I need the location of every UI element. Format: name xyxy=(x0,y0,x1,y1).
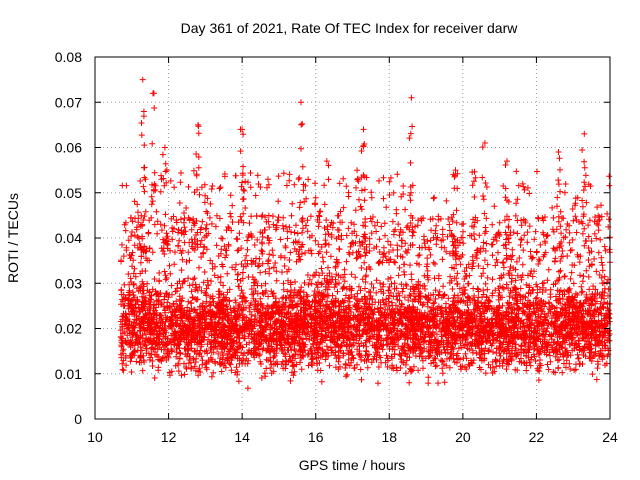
axis-ticks xyxy=(94,56,611,420)
y-tick-label: 0.03 xyxy=(55,275,82,291)
x-tick-label: 18 xyxy=(381,429,397,445)
x-tick-labels: 10 12 14 16 18 20 22 24 xyxy=(87,429,618,445)
y-tick-label: 0.01 xyxy=(55,366,82,382)
y-tick-label: 0.06 xyxy=(55,140,82,156)
y-axis-title: ROTI / TECUs xyxy=(5,193,21,283)
x-axis-title: GPS time / hours xyxy=(299,457,406,473)
y-tick-label: 0 xyxy=(74,411,82,427)
y-tick-label: 0.07 xyxy=(55,94,82,110)
x-tick-label: 14 xyxy=(234,429,250,445)
x-tick-label: 22 xyxy=(529,429,545,445)
y-tick-label: 0.05 xyxy=(55,185,82,201)
y-tick-label: 0.04 xyxy=(55,230,82,246)
y-tick-label: 0.02 xyxy=(55,321,82,337)
x-tick-label: 20 xyxy=(455,429,471,445)
y-tick-labels: 0 0.01 0.02 0.03 0.04 0.05 0.06 0.07 0.08 xyxy=(55,49,82,427)
chart-title: Day 361 of 2021, Rate Of TEC Index for r… xyxy=(181,20,519,36)
x-tick-label: 12 xyxy=(161,429,177,445)
x-tick-label: 24 xyxy=(602,429,618,445)
x-tick-label: 16 xyxy=(308,429,324,445)
roti-markers xyxy=(117,76,613,392)
y-tick-label: 0.08 xyxy=(55,49,82,65)
data-points xyxy=(117,76,613,392)
x-tick-label: 10 xyxy=(87,429,103,445)
